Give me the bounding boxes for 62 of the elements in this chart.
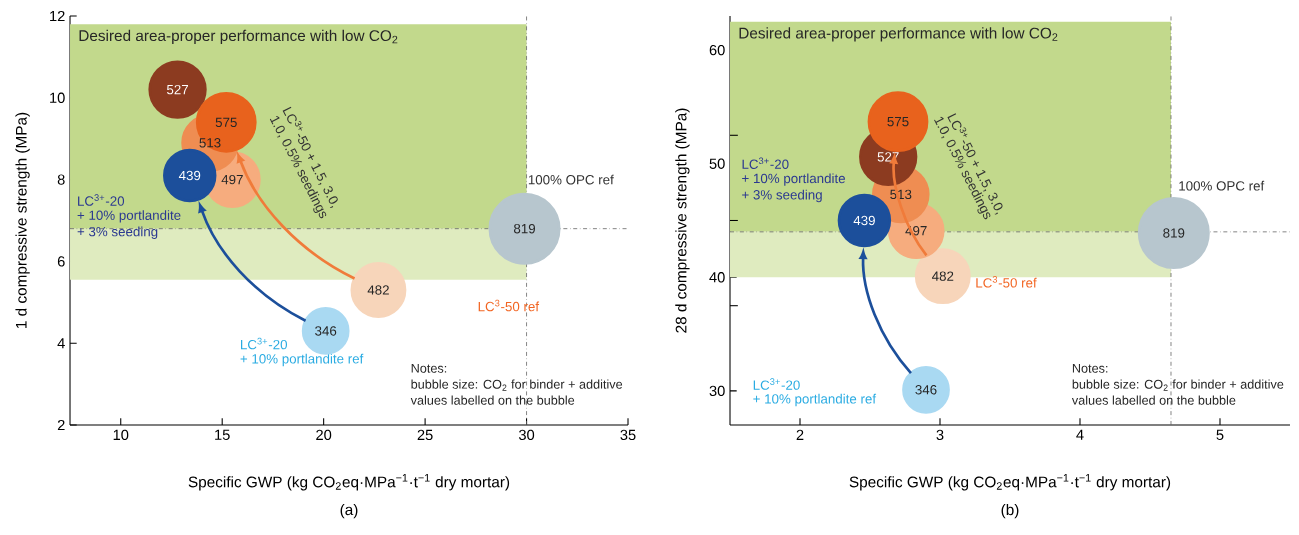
annotation: LC$^{3+}$-20 [742,157,789,169]
data-label: 527 [166,84,189,95]
x-axis-title: Specific GWP (kg CO$_{2}$eq·MPa$^{−1}$·t$^{−1}$ dry mortar) [188,474,510,491]
y-tick-label: 2 [57,419,65,431]
x-tick-label: 3 [936,429,944,441]
annotation: LC$^{3+}$-20 [78,194,125,206]
data-label: 439 [853,215,875,226]
text: (a) [340,503,358,519]
annotation: Notes: [411,363,447,373]
annotation: 100% OPC ref [1179,180,1265,191]
data-label: 575 [887,116,909,127]
x-tick-label: 10 [113,429,129,441]
annotation: LC$^{3}$-50 ref [976,276,1037,288]
data-label: 482 [931,271,954,281]
annotation: values labelled on the bubble [1071,395,1236,405]
annotation: + 3% seeding [77,226,158,239]
text: (b) [1001,503,1019,519]
y-tick-label: 50 [709,158,725,169]
annotation: + 10% portlandite [742,173,845,186]
data-label: 497 [221,174,243,185]
x-tick-label: 35 [620,429,636,441]
annotation: LC$^{3+}$-20 [241,337,288,350]
data-label: 819 [513,223,536,234]
x-tick-label: 2 [796,429,804,440]
x-tick-label: 5 [1216,429,1224,440]
annotation: + 10% portlandite ref [240,353,364,367]
data-label: 346 [915,385,937,395]
y-tick-label: 10 [50,92,65,103]
data-label: 439 [178,170,201,181]
x-tick-label: 4 [1076,429,1084,440]
data-label: 513 [890,189,912,200]
y-tick-label: 4 [57,338,65,349]
y-tick-label: 6 [57,256,65,267]
x-tick-label: 25 [417,429,433,441]
annotation: Notes: [1072,363,1108,373]
annotation: + 10% portlandite ref [753,393,877,407]
y-tick-label: 60 [709,44,725,56]
y-tick-label: 30 [709,385,725,397]
y-tick-label: 8 [57,174,65,185]
x-tick-label: 30 [518,429,535,441]
y-axis-title: 1 d compressive strength (MPa) [15,112,30,328]
x-tick-label: 20 [316,429,332,441]
y-axis-title: 28 d compressive strength (MPa) [675,108,690,333]
x-tick-label: 15 [215,429,230,440]
y-tick-label: 12 [50,10,65,22]
data-label: 575 [215,117,237,127]
annotation: bubble size: CO$_{2}$ for binder + additive [1072,379,1284,391]
annotation: + 3% seeding [742,189,822,203]
band-label: Desired area-proper performance with low CO$_{2}$ [739,27,1058,42]
annotation: values labelled on the bubble [410,395,575,405]
data-label: 513 [199,138,221,148]
annotation: LC$^{3}$-50 ref [478,299,540,312]
y-tick-label: 40 [709,272,725,283]
x-axis-title: Specific GWP (kg CO$_{2}$eq·MPa$^{−1}$·t$^{−1}$ dry mortar) [849,474,1171,491]
annotation: bubble size: CO$_{2}$ for binder + additive [411,379,623,391]
annotation: 100% OPC ref [528,174,614,185]
band-label: Desired area-proper performance with low CO$_{2}$ [79,29,398,45]
data-label: 482 [367,285,389,295]
data-label: 346 [315,326,337,336]
annotation: LC$^{3+}$-20 [753,378,800,390]
data-label: 819 [1163,228,1185,238]
annotation: + 10% portlandite [77,210,181,223]
